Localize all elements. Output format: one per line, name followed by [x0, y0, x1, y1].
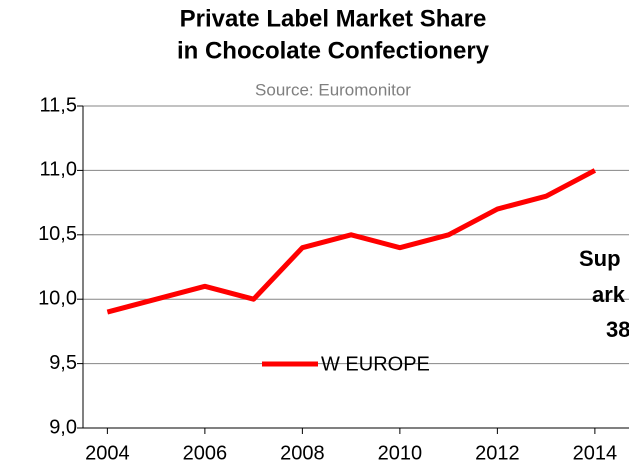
y-tick-label: 9,0 — [49, 416, 77, 438]
annotation: Sup — [579, 246, 621, 271]
x-tick-label: 2014 — [573, 442, 618, 464]
legend-label: W EUROPE — [321, 353, 430, 375]
y-tick-label: 11,5 — [40, 94, 77, 116]
data-line — [106, 168, 597, 315]
y-tick-label: 10,5 — [38, 223, 77, 245]
y-tick-label: 10,0 — [38, 287, 77, 309]
y-tick-label: 11,0 — [40, 159, 77, 181]
x-tick-label: 2012 — [475, 442, 520, 464]
chart-title: Private Label Market Share — [180, 5, 487, 32]
x-tick-label: 2006 — [183, 442, 228, 464]
x-tick-label: 2004 — [85, 442, 130, 464]
grid — [83, 105, 629, 429]
x-tick-label: 2010 — [378, 442, 423, 464]
y-tick-label: 9,5 — [49, 352, 77, 374]
annotation: 38 — [606, 317, 629, 342]
plot — [106, 168, 597, 315]
x-tick-label: 2008 — [280, 442, 325, 464]
chart-title: in Chocolate Confectionery — [177, 37, 490, 64]
annotation: ark — [592, 282, 626, 307]
chart-subtitle: Source: Euromonitor — [255, 80, 411, 99]
